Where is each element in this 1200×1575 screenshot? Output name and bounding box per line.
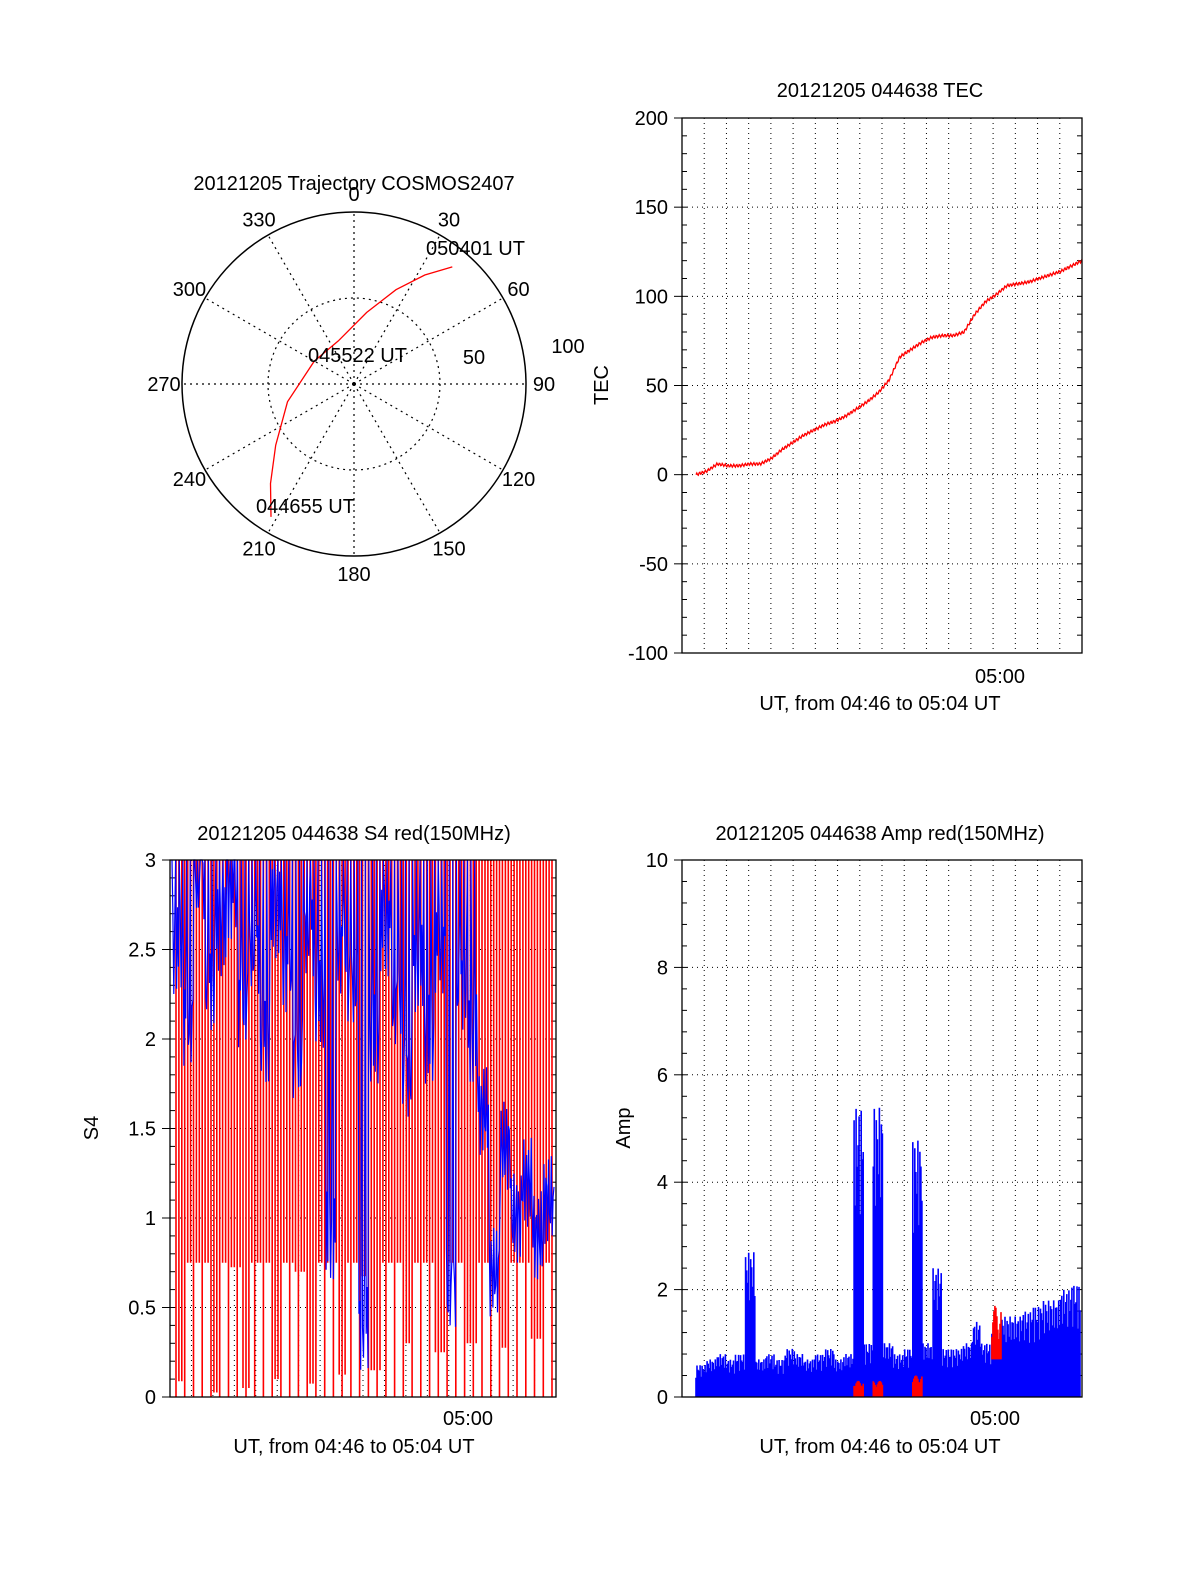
s4-y-tick-label: 2.5 (128, 940, 156, 962)
polar-angle-label: 60 (507, 279, 529, 301)
polar-spoke (353, 383, 441, 534)
tec-y-tick-label: 100 (635, 286, 668, 308)
tec-ylabel: TEC (591, 365, 613, 405)
s4-title: 20121205 044638 S4 red(150MHz) (197, 823, 511, 845)
tec-y-tick-label: 0 (657, 465, 668, 487)
tec-y-tick-label: -50 (639, 554, 668, 576)
polar-ring-label: 100 (551, 336, 584, 358)
amp-y-tick-label: 0 (657, 1387, 668, 1409)
amp-blue-series (695, 1107, 1081, 1397)
polar-outer-circle (181, 211, 527, 557)
polar-title: 20121205 Trajectory COSMOS2407 (193, 173, 514, 195)
polar-angle-label: 210 (242, 539, 275, 561)
polar-spoke (204, 297, 355, 385)
tec-series-line (695, 259, 1083, 477)
polar-angle-label: 120 (502, 469, 535, 491)
polar-angle-label: 300 (173, 279, 206, 301)
amp-x-tick-label: 05:00 (970, 1408, 1020, 1430)
polar-spoke (204, 383, 355, 471)
polar-angle-label: 270 (147, 374, 180, 396)
polar-annotation: 050401 UT (426, 238, 525, 260)
amp-y-tick-label: 2 (657, 1280, 668, 1302)
amp-y-tick-label: 10 (646, 850, 668, 872)
s4-y-tick-label: 1.5 (128, 1119, 156, 1141)
s4-frame (169, 859, 557, 1398)
s4-y-tick-label: 0 (145, 1387, 156, 1409)
polar-ring-label: 50 (463, 347, 485, 369)
polar-angle-label: 0 (348, 184, 359, 206)
polar-spoke (267, 234, 355, 385)
polar-angle-label: 240 (173, 469, 206, 491)
amp-xlabel: UT, from 04:46 to 05:04 UT (759, 1436, 1000, 1458)
tec-y-tick-label: 50 (646, 376, 668, 398)
amp-y-tick-label: 6 (657, 1065, 668, 1087)
polar-spoke (267, 383, 355, 534)
polar-angle-label: 30 (438, 209, 460, 231)
amp-y-tick-label: 8 (657, 957, 668, 979)
s4-blue-series (171, 859, 555, 1370)
polar-spoke (353, 234, 441, 385)
amp-ylabel: Amp (613, 1107, 635, 1148)
polar-annotation: 044655 UT (256, 496, 355, 518)
s4-y-tick-label: 0.5 (128, 1298, 156, 1320)
tec-panel: 20121205 044638 TEC UT, from 04:46 to 05… (591, 80, 1083, 715)
polar-angle-label: 330 (242, 209, 275, 231)
polar-annotation: 045522 UT (308, 345, 407, 367)
polar-angle-label: 180 (337, 564, 370, 586)
polar-trajectory-panel: 20121205 Trajectory COSMOS2407 0 30 60 90 12… (147, 173, 584, 586)
s4-ylabel: S4 (81, 1116, 103, 1140)
tec-xlabel: UT, from 04:46 to 05:04 UT (759, 693, 1000, 715)
polar-trajectory-line (269, 266, 453, 517)
polar-angle-label: 90 (533, 374, 555, 396)
amp-frame (681, 859, 1083, 1398)
tec-y-tick-label: 200 (635, 108, 668, 130)
polar-angle-label: 150 (432, 539, 465, 561)
tec-title: 20121205 044638 TEC (777, 80, 983, 102)
tec-frame (681, 117, 1083, 654)
s4-xlabel: UT, from 04:46 to 05:04 UT (233, 1436, 474, 1458)
amp-y-tick-label: 4 (657, 1172, 668, 1194)
s4-y-tick-label: 1 (145, 1208, 156, 1230)
s4-y-tick-label: 2 (145, 1029, 156, 1051)
s4-y-tick-label: 3 (145, 850, 156, 872)
amp-panel: 20121205 044638 Amp red(150MHz) UT, from… (613, 823, 1083, 1458)
s4-x-tick-label: 05:00 (443, 1408, 493, 1430)
tec-y-tick-label: 150 (635, 197, 668, 219)
polar-spoke (353, 297, 504, 385)
s4-panel: 20121205 044638 S4 red(150MHz) UT, from … (81, 823, 557, 1458)
tec-y-tick-label: -100 (628, 643, 668, 665)
amp-title: 20121205 044638 Amp red(150MHz) (715, 823, 1044, 845)
polar-spoke (353, 383, 504, 471)
tec-x-tick-label: 05:00 (975, 666, 1025, 688)
amp-red-series (853, 1305, 1002, 1397)
